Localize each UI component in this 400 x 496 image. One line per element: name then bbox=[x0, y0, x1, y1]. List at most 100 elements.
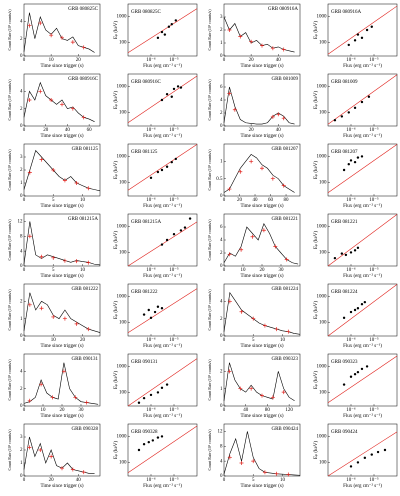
data-point bbox=[227, 28, 232, 32]
plot-frame bbox=[23, 73, 101, 127]
x-tick-label: 10⁻⁵ bbox=[169, 127, 179, 133]
y-tick-label: 2 bbox=[20, 299, 23, 304]
y-axis-label: Count Rate (10³ counts/s) bbox=[7, 429, 12, 471]
y-tick-label: 1000 bbox=[317, 155, 328, 160]
data-point bbox=[227, 369, 232, 374]
data-point bbox=[27, 170, 32, 175]
plot-frame bbox=[327, 423, 398, 477]
panel-title: GRB 081224 bbox=[271, 287, 298, 292]
data-point bbox=[165, 165, 169, 168]
y-tick-label: 8 bbox=[20, 234, 23, 239]
data-point bbox=[270, 46, 275, 51]
data-point bbox=[273, 244, 278, 249]
data-point bbox=[188, 217, 192, 220]
data-point bbox=[39, 157, 44, 162]
x-axis-label: Flux (erg cm⁻² s⁻¹) bbox=[343, 203, 382, 209]
data-point bbox=[51, 314, 56, 319]
y-tick-label: 2 bbox=[220, 251, 223, 256]
plot-frame bbox=[223, 143, 301, 197]
y-tick-label: 2 bbox=[20, 107, 23, 112]
panel-title: GRB 080916A bbox=[331, 10, 362, 15]
data-point bbox=[360, 367, 364, 371]
x-axis-label: Flux (erg cm⁻² s⁻¹) bbox=[143, 203, 182, 209]
y-axis-label: Count Rate (10³ counts/s) bbox=[7, 9, 12, 51]
y-tick-label: 0 bbox=[20, 264, 23, 269]
y-tick-label: 1000 bbox=[317, 225, 328, 230]
y-axis-label: Eₚ (keV) bbox=[314, 301, 319, 319]
x-tick-label: 10⁻⁶ bbox=[146, 407, 156, 413]
x-tick-label: 10⁻⁶ bbox=[146, 127, 156, 133]
x-tick-label: 10⁻⁶ bbox=[146, 337, 156, 343]
y-tick-label: 1000 bbox=[117, 435, 128, 440]
data-point bbox=[137, 401, 141, 404]
data-point bbox=[62, 316, 67, 321]
data-point bbox=[260, 393, 264, 398]
x-tick-label: 30 bbox=[279, 268, 285, 273]
data-point bbox=[274, 327, 279, 332]
y-tick-label: 0 bbox=[20, 124, 23, 129]
y-axis-label: Eₚ (keV) bbox=[314, 231, 319, 249]
y-axis-label: Eₚ (keV) bbox=[314, 161, 319, 179]
y-tick-label: 12 bbox=[18, 220, 24, 225]
x-tick-label: 5 bbox=[252, 338, 255, 343]
x-axis-label: Time since trigger (s) bbox=[40, 204, 83, 209]
data-point bbox=[49, 98, 54, 102]
data-point bbox=[360, 155, 364, 158]
x-tick-label: 40 bbox=[243, 408, 249, 413]
data-point bbox=[342, 168, 346, 172]
y-tick-label: 100 bbox=[119, 111, 127, 116]
data-point bbox=[370, 25, 373, 28]
data-point bbox=[60, 102, 64, 107]
y-tick-label: 0 bbox=[220, 474, 223, 479]
data-point bbox=[356, 461, 360, 464]
x-axis-label: Flux (erg cm⁻² s⁻¹) bbox=[143, 133, 182, 139]
plot-frame bbox=[127, 353, 198, 407]
data-point bbox=[81, 45, 86, 50]
data-point bbox=[281, 47, 286, 52]
data-point bbox=[147, 440, 150, 444]
x-tick-label: 30 bbox=[79, 408, 85, 413]
y-tick-label: 100 bbox=[119, 391, 127, 396]
data-point bbox=[347, 163, 350, 166]
data-point bbox=[27, 398, 32, 403]
data-point bbox=[86, 260, 91, 265]
y-tick-label: 0 bbox=[20, 474, 23, 479]
y-tick-label: 100 bbox=[319, 321, 327, 326]
x-tick-label: 5 bbox=[52, 198, 55, 203]
data-point bbox=[349, 251, 353, 254]
y-tick-label: 2 bbox=[20, 448, 23, 453]
data-point bbox=[260, 43, 264, 48]
x-tick-label: 10⁻⁵ bbox=[169, 197, 179, 203]
data-point bbox=[86, 186, 91, 191]
plot-frame bbox=[223, 423, 301, 477]
y-tick-label: 4 bbox=[20, 369, 23, 374]
data-point bbox=[227, 187, 232, 192]
data-point bbox=[353, 106, 357, 110]
data-point bbox=[356, 33, 360, 36]
data-point bbox=[142, 443, 146, 446]
x-axis-label: Flux (erg cm⁻² s⁻¹) bbox=[343, 273, 382, 279]
data-point bbox=[342, 383, 346, 386]
x-tick-label: 0 bbox=[23, 338, 26, 343]
y-tick-label: 100 bbox=[119, 321, 127, 326]
fit-line bbox=[127, 425, 198, 474]
data-point bbox=[249, 39, 254, 44]
data-point bbox=[160, 98, 164, 102]
panel-title: GRB 080825C bbox=[68, 7, 99, 12]
y-tick-label: 1000 bbox=[117, 15, 128, 20]
x-tick-label: 10 bbox=[41, 408, 47, 413]
data-point bbox=[347, 111, 350, 114]
data-point bbox=[27, 302, 32, 307]
panel-title: GRB 090323 bbox=[331, 360, 358, 365]
x-tick-label: 10 bbox=[280, 338, 286, 343]
data-point bbox=[353, 308, 357, 312]
light-curve bbox=[23, 149, 101, 192]
y-tick-label: 100 bbox=[319, 251, 327, 256]
x-axis-label: Time since trigger (s) bbox=[40, 344, 83, 349]
panel-title: GRB 081221 bbox=[271, 217, 298, 222]
x-tick-label: 10⁻⁶ bbox=[146, 197, 156, 203]
data-point bbox=[86, 327, 91, 332]
data-point bbox=[62, 178, 67, 183]
y-tick-label: 2 bbox=[220, 317, 223, 322]
data-point bbox=[239, 461, 244, 465]
